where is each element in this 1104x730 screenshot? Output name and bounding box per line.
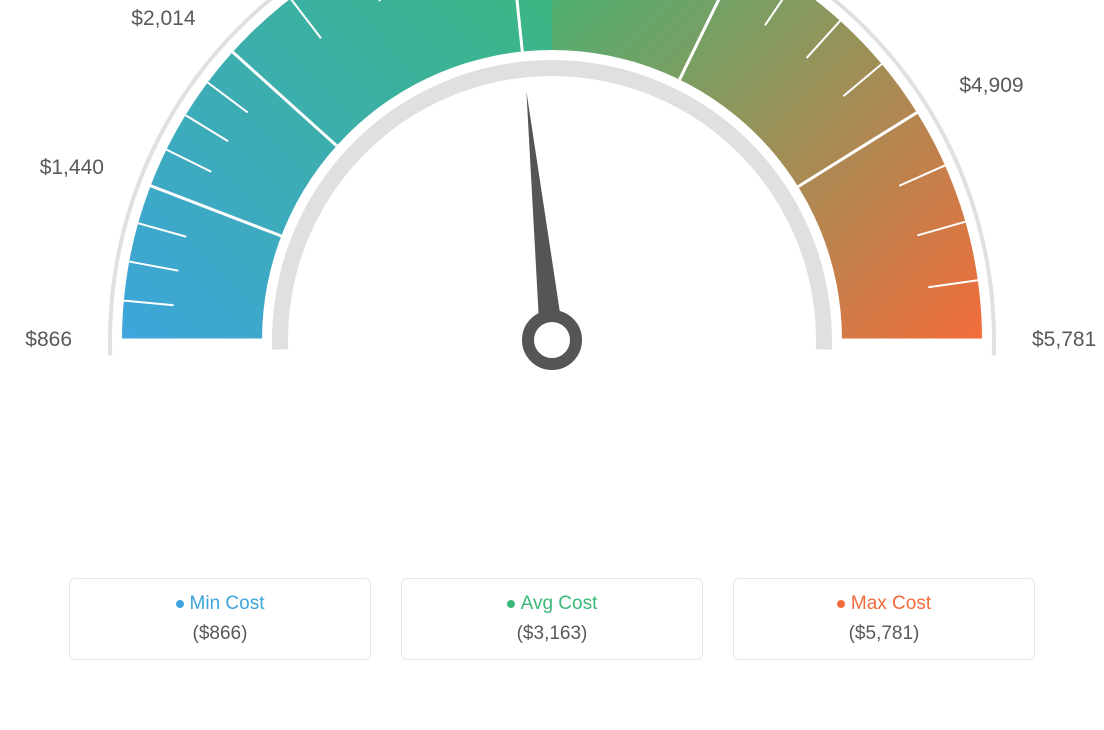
gauge-tick-label: $4,909 [959, 74, 1023, 98]
legend-min-title: Min Cost [70, 593, 370, 615]
cost-gauge: $866$1,440$2,014$3,163$4,036$4,909$5,781 [0, 0, 1104, 560]
gauge-tick-label: $866 [25, 328, 72, 352]
legend: Min Cost ($866) Avg Cost ($3,163) Max Co… [0, 578, 1104, 660]
dot-icon [507, 600, 515, 608]
dot-icon [176, 600, 184, 608]
dot-icon [837, 600, 845, 608]
legend-card-min: Min Cost ($866) [69, 578, 371, 660]
gauge-tick-label: $2,014 [131, 7, 195, 31]
legend-avg-name: Avg Cost [521, 593, 598, 614]
legend-min-name: Min Cost [190, 593, 265, 614]
legend-avg-value: ($3,163) [402, 623, 702, 645]
legend-avg-title: Avg Cost [402, 593, 702, 615]
legend-max-value: ($5,781) [734, 623, 1034, 645]
legend-max-title: Max Cost [734, 593, 1034, 615]
legend-min-value: ($866) [70, 623, 370, 645]
legend-max-name: Max Cost [851, 593, 931, 614]
gauge-tick-label: $5,781 [1032, 328, 1096, 352]
legend-card-avg: Avg Cost ($3,163) [401, 578, 703, 660]
gauge-tick-label: $1,440 [40, 156, 104, 180]
legend-card-max: Max Cost ($5,781) [733, 578, 1035, 660]
